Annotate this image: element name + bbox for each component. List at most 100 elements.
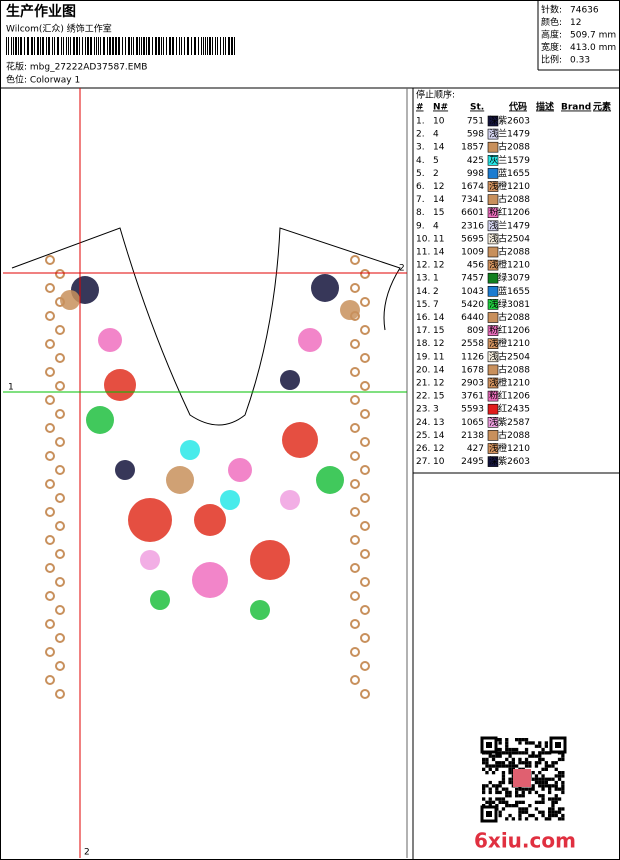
row-number: 2. bbox=[416, 130, 425, 140]
color-swatch bbox=[487, 181, 499, 192]
qr-cell bbox=[531, 754, 535, 758]
bar-line bbox=[61, 37, 62, 55]
scroll bbox=[360, 605, 370, 615]
color-swatch bbox=[487, 141, 499, 153]
column-header: Brand bbox=[561, 103, 591, 113]
qr-cell bbox=[557, 771, 562, 775]
qr-cell bbox=[491, 757, 496, 762]
flower bbox=[60, 290, 80, 310]
qr-cell bbox=[528, 761, 532, 765]
qr-cell bbox=[511, 764, 515, 768]
scroll bbox=[45, 563, 55, 573]
qr-cell bbox=[557, 797, 562, 801]
qr-cell bbox=[511, 757, 515, 762]
qr-finder bbox=[555, 742, 561, 748]
scroll bbox=[360, 493, 370, 503]
qr-cell bbox=[505, 787, 509, 791]
bar-line bbox=[112, 37, 114, 55]
qr-cell bbox=[521, 807, 525, 811]
qr-cell bbox=[561, 771, 565, 775]
qr-cell bbox=[528, 787, 532, 791]
row-number: 19. bbox=[416, 352, 430, 362]
qr-cell bbox=[557, 807, 562, 811]
needle: 10 bbox=[433, 457, 445, 467]
qr-cell bbox=[485, 757, 489, 762]
color-swatch bbox=[487, 416, 499, 428]
scroll bbox=[55, 381, 65, 391]
qr-cell bbox=[485, 771, 489, 775]
qr-cell bbox=[554, 787, 558, 791]
bar-line bbox=[191, 37, 192, 55]
scroll bbox=[45, 339, 55, 349]
row-number: 17. bbox=[416, 326, 430, 336]
scroll bbox=[55, 409, 65, 419]
column-header: 代码 bbox=[508, 101, 527, 113]
needle: 2 bbox=[433, 287, 439, 297]
qr-cell bbox=[554, 767, 558, 771]
qr-cell bbox=[557, 817, 562, 821]
scroll bbox=[360, 689, 370, 699]
flower bbox=[280, 490, 300, 510]
row-number: 8. bbox=[416, 208, 425, 218]
stat-value: 12 bbox=[570, 18, 581, 28]
marker: 1 bbox=[8, 383, 14, 393]
qr-cell bbox=[551, 784, 555, 788]
qr-cell bbox=[511, 817, 515, 821]
qr-cell bbox=[538, 780, 542, 785]
bar-line bbox=[217, 37, 218, 55]
qr-cell bbox=[541, 767, 545, 771]
scroll bbox=[45, 479, 55, 489]
bar-line bbox=[148, 37, 150, 55]
color-name: 浅古2504 bbox=[489, 350, 530, 362]
scroll bbox=[45, 675, 55, 685]
qr-cell bbox=[485, 784, 489, 788]
needle: 15 bbox=[433, 208, 444, 218]
stitches: 1857 bbox=[461, 143, 484, 153]
flower bbox=[340, 300, 360, 320]
bar-line bbox=[143, 37, 145, 55]
scroll bbox=[55, 269, 65, 279]
row-number: 14. bbox=[416, 287, 430, 297]
stat-value: 509.7 mm bbox=[570, 31, 616, 41]
qr-cell bbox=[534, 790, 539, 795]
qr-cell bbox=[538, 800, 542, 804]
stitches: 998 bbox=[467, 169, 484, 179]
qr-cell bbox=[505, 747, 509, 752]
color-swatch bbox=[487, 338, 499, 350]
color-swatch bbox=[487, 285, 499, 297]
color-name: 古2088 bbox=[498, 311, 530, 323]
stitches: 5593 bbox=[461, 405, 484, 415]
color-swatch bbox=[487, 220, 499, 232]
bar-line bbox=[94, 37, 95, 55]
flower bbox=[311, 274, 339, 302]
qr-cell bbox=[534, 744, 539, 748]
qr-code bbox=[480, 736, 567, 823]
needle: 12 bbox=[433, 339, 444, 349]
qr-cell bbox=[508, 761, 512, 765]
bar-line bbox=[155, 37, 157, 55]
bar-line bbox=[184, 37, 185, 55]
qr-cell bbox=[538, 754, 542, 758]
flower bbox=[180, 440, 200, 460]
color-name: 古2088 bbox=[498, 246, 530, 258]
bar-line bbox=[40, 37, 41, 55]
color-swatch bbox=[487, 456, 499, 467]
scroll bbox=[45, 395, 55, 405]
scroll bbox=[55, 661, 65, 671]
qr-cell bbox=[524, 810, 529, 814]
bar-line bbox=[207, 37, 208, 55]
scroll bbox=[55, 577, 65, 587]
bar-line bbox=[103, 37, 105, 55]
scroll bbox=[360, 549, 370, 559]
color-swatch bbox=[487, 351, 499, 363]
scroll bbox=[350, 647, 360, 657]
stitches: 5420 bbox=[461, 300, 484, 310]
color-name: 绿3079 bbox=[498, 272, 530, 284]
qr-cell bbox=[501, 807, 506, 811]
qr-cell bbox=[501, 800, 506, 804]
qr-cell bbox=[511, 751, 515, 755]
scroll bbox=[55, 325, 65, 335]
row-number: 13. bbox=[416, 274, 430, 284]
qr-cell bbox=[554, 800, 558, 804]
qr-cell bbox=[561, 807, 565, 811]
